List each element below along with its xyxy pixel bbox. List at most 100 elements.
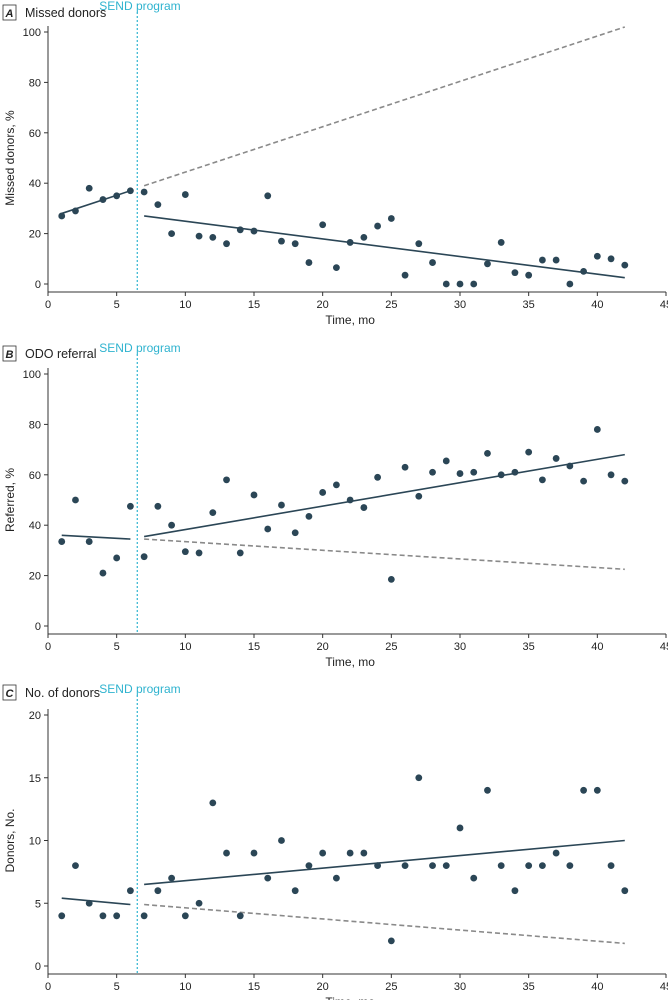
- x-axis-label: Time, mo: [325, 995, 375, 1000]
- intervention-label: SEND program: [99, 0, 180, 13]
- post-intervention-trend-line: [144, 839, 625, 886]
- intervention-label: SEND program: [99, 341, 180, 355]
- x-axis-label: Time, mo: [325, 313, 375, 327]
- data-point: [319, 489, 327, 496]
- x-tick-label: 35: [523, 641, 535, 653]
- data-point: [154, 502, 162, 510]
- data-point: [85, 184, 93, 192]
- x-tick-label: 0: [45, 641, 51, 653]
- data-point: [387, 215, 395, 222]
- data-point: [497, 862, 505, 869]
- data-point: [333, 874, 340, 882]
- data-point: [484, 449, 491, 457]
- data-point: [360, 233, 368, 241]
- post-intervention-trend-line: [143, 453, 625, 538]
- data-point: [278, 501, 285, 509]
- y-tick-label: 0: [35, 961, 41, 973]
- data-point: [333, 264, 340, 272]
- data-point: [154, 201, 162, 209]
- y-tick-label: 80: [29, 77, 41, 89]
- data-point: [168, 230, 176, 238]
- data-point: [236, 226, 244, 234]
- y-tick-label: 15: [29, 773, 41, 785]
- panel-a: A Missed donors 0 20 40 60 80 100 0 5 10 15 20 25 30 35…: [2, 0, 668, 327]
- data-point: [566, 862, 574, 869]
- counterfactual-trend-line: [144, 538, 625, 571]
- panel-letter: A: [5, 8, 14, 20]
- pre-intervention-trend-line: [61, 897, 131, 906]
- x-tick-label: 20: [317, 299, 329, 311]
- data-point: [456, 824, 464, 832]
- data-point: [607, 471, 615, 479]
- data-point: [593, 426, 601, 433]
- y-axis-label: Donors, No.: [3, 808, 17, 872]
- data-point: [250, 227, 258, 235]
- x-axis-label: Time, mo: [325, 655, 375, 669]
- data-point: [278, 837, 285, 844]
- counterfactual-trend-line: [144, 903, 625, 945]
- data-point: [539, 476, 546, 484]
- y-tick-label: 0: [35, 279, 41, 291]
- y-tick-label: 10: [29, 836, 41, 848]
- data-point: [360, 504, 368, 511]
- data-point: [442, 862, 450, 869]
- y-tick-label: 20: [29, 571, 41, 583]
- x-tick-label: 15: [248, 299, 260, 311]
- post-intervention-trend-line: [144, 215, 625, 279]
- panel-title: No. of donors: [25, 686, 100, 700]
- data-point: [291, 240, 299, 248]
- data-point: [236, 912, 244, 920]
- y-tick-label: 40: [29, 178, 41, 190]
- data-point: [195, 232, 203, 240]
- data-point: [580, 477, 587, 485]
- x-tick-label: 35: [523, 981, 535, 993]
- data-point: [539, 862, 546, 869]
- data-point: [442, 280, 450, 288]
- data-point: [401, 862, 409, 869]
- data-point: [126, 887, 134, 895]
- panel-letter-box: [2, 4, 17, 21]
- data-point: [374, 222, 381, 230]
- data-point: [113, 554, 121, 562]
- data-point: [250, 849, 258, 857]
- data-point: [429, 259, 436, 266]
- x-tick-label: 45: [660, 641, 668, 653]
- panel-c: C No. of donors 0 5 10 15 20 0 5 10 15 20 25 30 35 40 45…: [2, 682, 668, 1000]
- x-tick-label: 10: [179, 299, 191, 311]
- data-point: [85, 899, 93, 907]
- data-point: [72, 496, 79, 504]
- data-point: [126, 187, 134, 195]
- x-tick-label: 10: [179, 641, 191, 653]
- data-point: [181, 191, 189, 198]
- y-tick-label: 5: [35, 898, 41, 910]
- data-point: [415, 774, 423, 782]
- data-point: [374, 473, 381, 481]
- data-point: [525, 448, 533, 456]
- x-tick-label: 5: [114, 641, 120, 653]
- data-point: [291, 887, 299, 895]
- data-point: [209, 509, 217, 516]
- data-point: [168, 874, 176, 882]
- x-tick-label: 10: [179, 981, 191, 993]
- data-point: [346, 239, 354, 246]
- data-point: [346, 496, 354, 504]
- data-point: [442, 457, 450, 465]
- y-tick-label: 100: [23, 369, 41, 381]
- data-point: [621, 477, 629, 485]
- panel-title: Missed donors: [25, 6, 106, 20]
- data-point: [58, 538, 66, 545]
- data-point: [580, 268, 587, 275]
- data-point: [291, 529, 299, 537]
- data-point: [470, 468, 478, 476]
- data-point: [497, 239, 505, 246]
- x-tick-label: 20: [317, 641, 329, 653]
- data-point: [333, 481, 340, 489]
- data-point: [552, 256, 560, 264]
- data-point: [99, 569, 107, 577]
- data-point: [593, 252, 601, 260]
- data-point: [566, 462, 574, 470]
- panel-letter-box: [2, 345, 17, 362]
- data-point: [223, 240, 230, 248]
- data-point: [401, 271, 409, 279]
